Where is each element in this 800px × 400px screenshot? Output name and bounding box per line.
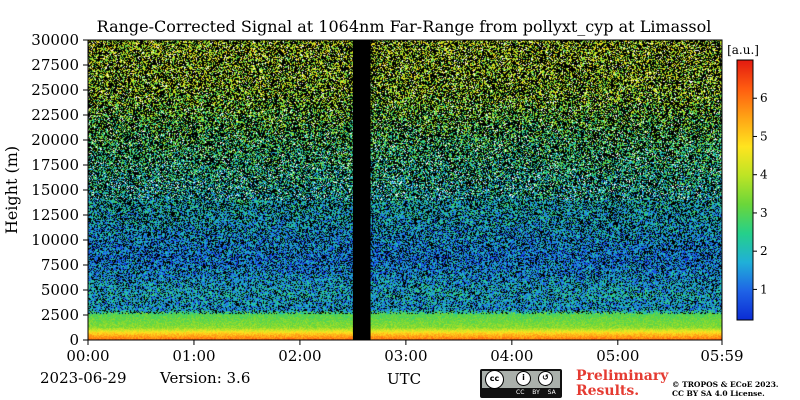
preliminary-line1: Preliminary <box>576 368 669 384</box>
share-alike-icon: ↺ <box>538 371 553 386</box>
license-badge[interactable]: cc i ↺ CC BY SA <box>480 369 562 398</box>
y-tick-label: 5000 <box>41 281 79 299</box>
version-label: Version: 3.6 <box>160 369 251 387</box>
cc-icon: cc <box>485 370 504 389</box>
y-tick-label: 0 <box>69 331 79 349</box>
preliminary-line2: Results. <box>576 383 640 399</box>
x-tick-label: 01:00 <box>172 347 215 365</box>
y-tick-label: 20000 <box>31 131 79 149</box>
colorbar-ticks: 1 2 3 4 5 6 <box>753 91 768 296</box>
x-axis: 00:00 01:00 02:00 03:00 04:00 05:00 05:59 <box>66 340 744 365</box>
y-tick-label: 30000 <box>31 31 79 49</box>
y-tick-label: 27500 <box>31 56 79 74</box>
colorbar-tick-label: 3 <box>760 206 768 220</box>
colorbar-tick-label: 6 <box>760 91 768 105</box>
x-tick-label: 00:00 <box>66 347 109 365</box>
preliminary-notice: Preliminary Results. <box>576 369 668 399</box>
copyright-line1: © TROPOS & ECoE 2023. <box>672 380 779 389</box>
y-tick-label: 15000 <box>31 181 79 199</box>
y-axis-label: Height (m) <box>2 146 21 234</box>
y-tick-label: 22500 <box>31 106 79 124</box>
no-data-gap <box>352 40 371 340</box>
copyright-line2: CC BY SA 4.0 License. <box>672 389 765 398</box>
x-tick-label: 05:59 <box>700 347 743 365</box>
colorbar-tick-label: 4 <box>760 168 768 182</box>
colorbar-tick-label: 2 <box>760 244 768 258</box>
y-axis: 0 2500 5000 7500 10000 12500 15000 17500 20000 22… <box>31 31 88 349</box>
x-tick-label: 03:00 <box>384 347 427 365</box>
y-tick-label: 12500 <box>31 206 79 224</box>
x-tick-label: 05:00 <box>596 347 639 365</box>
x-axis-label: UTC <box>387 370 421 388</box>
y-tick-label: 10000 <box>31 231 79 249</box>
y-tick-label: 25000 <box>31 81 79 99</box>
x-tick-label: 02:00 <box>278 347 321 365</box>
copyright-notice: © TROPOS & ECoE 2023. CC BY SA 4.0 Licen… <box>672 380 779 398</box>
x-tick-label: 04:00 <box>490 347 533 365</box>
signal-heatmap <box>88 40 722 340</box>
y-tick-label: 17500 <box>31 156 79 174</box>
colorbar-label: [a.u.] <box>727 43 759 57</box>
y-tick-label: 2500 <box>41 306 79 324</box>
license-badge-text: CC BY SA <box>516 389 556 396</box>
colorbar-tick-label: 1 <box>760 282 768 296</box>
colorbar <box>736 59 754 321</box>
y-tick-label: 7500 <box>41 256 79 274</box>
by-person-icon: i <box>516 371 531 386</box>
chart-title: Range-Corrected Signal at 1064nm Far-Ran… <box>97 17 712 36</box>
colorbar-tick-label: 5 <box>760 129 768 143</box>
date-label: 2023-06-29 <box>40 369 127 387</box>
